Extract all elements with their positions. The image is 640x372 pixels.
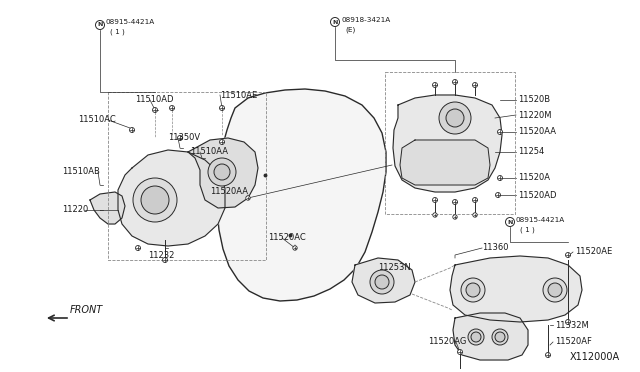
Circle shape [177,135,182,141]
Text: N: N [332,19,338,25]
Circle shape [452,199,458,205]
Circle shape [152,108,157,112]
Text: 11520AE: 11520AE [575,247,612,257]
Text: 11510AB: 11510AB [62,167,100,176]
Circle shape [468,329,484,345]
Text: 11220: 11220 [62,205,88,215]
Text: 11520AG: 11520AG [428,337,467,346]
Text: 08918-3421A: 08918-3421A [341,17,390,23]
Text: N: N [508,219,513,224]
Circle shape [208,158,236,186]
Circle shape [220,140,225,144]
Circle shape [566,253,570,257]
Circle shape [220,106,225,110]
Circle shape [439,102,471,134]
Circle shape [472,83,477,87]
Text: 08915-4421A: 08915-4421A [106,19,156,25]
Circle shape [433,83,438,87]
Text: X112000A: X112000A [570,352,620,362]
Text: 11520AA: 11520AA [518,128,556,137]
Circle shape [492,329,508,345]
Text: 11520AC: 11520AC [268,234,306,243]
Text: 11510AD: 11510AD [135,96,173,105]
Circle shape [163,257,168,263]
Text: 11360: 11360 [482,244,509,253]
Text: 11220M: 11220M [518,110,552,119]
Text: 11350V: 11350V [168,134,200,142]
Circle shape [548,283,562,297]
Circle shape [370,270,394,294]
Bar [108,92,266,260]
Text: ( 1 ): ( 1 ) [520,227,535,233]
Text: 11520B: 11520B [518,96,550,105]
Text: 11520AA: 11520AA [210,187,248,196]
Circle shape [141,186,169,214]
Circle shape [545,353,550,357]
Circle shape [375,275,389,289]
Polygon shape [400,140,490,185]
Circle shape [452,80,458,84]
Text: 11520AF: 11520AF [555,337,592,346]
Text: 11332M: 11332M [555,321,589,330]
Circle shape [246,196,250,200]
Text: 11520A: 11520A [518,173,550,183]
Circle shape [446,109,464,127]
Polygon shape [118,150,225,246]
Text: 11510AE: 11510AE [220,90,257,99]
Circle shape [458,350,463,355]
Text: 11232: 11232 [148,250,174,260]
Polygon shape [393,95,502,192]
Polygon shape [453,313,528,360]
Circle shape [133,178,177,222]
Text: N: N [97,22,102,28]
Circle shape [453,215,457,219]
Circle shape [214,164,230,180]
Text: 08915-4421A: 08915-4421A [516,217,565,223]
Text: FRONT: FRONT [70,305,103,315]
Bar [385,72,515,214]
Circle shape [433,198,438,202]
Text: 11253N: 11253N [378,263,411,273]
Circle shape [461,278,485,302]
Circle shape [330,17,339,26]
Polygon shape [450,256,582,322]
Text: 11510AA: 11510AA [190,148,228,157]
Text: 11254: 11254 [518,148,544,157]
Circle shape [95,20,104,29]
Circle shape [433,213,437,217]
Circle shape [170,106,175,110]
Circle shape [543,278,567,302]
Circle shape [136,246,141,250]
Circle shape [472,198,477,202]
Text: 11510AC: 11510AC [78,115,116,125]
Circle shape [506,218,515,227]
Circle shape [495,192,500,198]
Polygon shape [188,138,258,208]
Circle shape [495,332,505,342]
Polygon shape [90,192,125,224]
Circle shape [566,320,570,324]
Polygon shape [352,258,415,303]
Circle shape [293,246,297,250]
Text: (E): (E) [345,27,355,33]
Text: ( 1 ): ( 1 ) [110,29,125,35]
Circle shape [129,128,134,132]
Circle shape [471,332,481,342]
Circle shape [466,283,480,297]
Circle shape [497,176,502,180]
Circle shape [473,213,477,217]
Text: 11520AD: 11520AD [518,190,557,199]
PathPatch shape [217,89,386,301]
Circle shape [497,129,502,135]
